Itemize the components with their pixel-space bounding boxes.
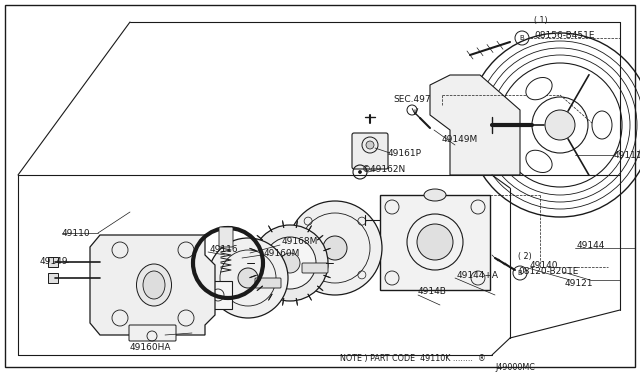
Bar (48, 273, 58, 283)
Ellipse shape (592, 111, 612, 139)
FancyBboxPatch shape (302, 263, 328, 273)
FancyBboxPatch shape (219, 227, 233, 247)
Bar (48, 257, 58, 267)
FancyBboxPatch shape (255, 278, 281, 288)
Ellipse shape (143, 271, 165, 299)
Polygon shape (90, 235, 215, 335)
Text: 49144: 49144 (577, 241, 605, 250)
Text: B: B (518, 270, 522, 276)
Text: ( 1): ( 1) (534, 16, 548, 25)
Circle shape (280, 253, 300, 273)
Circle shape (323, 236, 347, 260)
Bar (204, 281, 232, 309)
Text: 49161P: 49161P (388, 148, 422, 157)
Polygon shape (430, 75, 520, 175)
Text: 49116: 49116 (210, 246, 239, 254)
Text: 49140: 49140 (530, 260, 559, 269)
Text: 49160HA: 49160HA (130, 343, 172, 353)
FancyBboxPatch shape (129, 325, 176, 341)
FancyBboxPatch shape (352, 133, 388, 169)
Text: 49121: 49121 (565, 279, 593, 288)
Text: 49111: 49111 (614, 151, 640, 160)
Circle shape (252, 225, 328, 301)
Ellipse shape (526, 77, 552, 100)
Text: 4914B: 4914B (418, 288, 447, 296)
Text: 49110: 49110 (62, 228, 91, 237)
Ellipse shape (136, 264, 172, 306)
Circle shape (288, 201, 382, 295)
Ellipse shape (424, 189, 446, 201)
Text: J49000MC: J49000MC (495, 363, 535, 372)
Ellipse shape (526, 150, 552, 173)
Circle shape (238, 268, 258, 288)
Text: 49149M: 49149M (442, 135, 478, 144)
Text: 49160M: 49160M (264, 248, 300, 257)
Circle shape (358, 170, 362, 173)
Text: 49168M: 49168M (282, 237, 318, 247)
Text: 08156-B451E: 08156-B451E (534, 31, 595, 39)
Text: SEC.497: SEC.497 (393, 96, 431, 105)
Text: ©49162N: ©49162N (362, 166, 406, 174)
Circle shape (545, 110, 575, 140)
Circle shape (264, 237, 316, 289)
Bar (380, 195, 490, 290)
Circle shape (208, 238, 288, 318)
Text: 49149: 49149 (40, 257, 68, 266)
Text: B: B (520, 35, 524, 41)
Text: ( 2): ( 2) (518, 253, 532, 262)
Text: 49144+A: 49144+A (457, 270, 499, 279)
Text: NOTE ) PART CODE  49110K ........  ®: NOTE ) PART CODE 49110K ........ ® (340, 353, 486, 362)
Circle shape (366, 141, 374, 149)
Text: 08120-B201E: 08120-B201E (518, 267, 579, 276)
Circle shape (417, 224, 453, 260)
